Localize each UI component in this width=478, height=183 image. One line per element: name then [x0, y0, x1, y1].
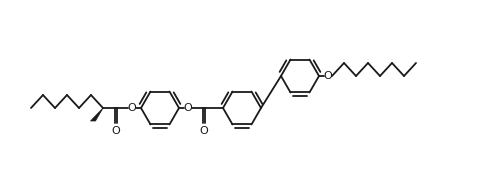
Text: O: O	[112, 126, 120, 136]
Text: O: O	[200, 126, 208, 136]
Text: O: O	[324, 71, 332, 81]
Text: O: O	[184, 103, 192, 113]
Polygon shape	[90, 108, 103, 121]
Text: O: O	[128, 103, 136, 113]
